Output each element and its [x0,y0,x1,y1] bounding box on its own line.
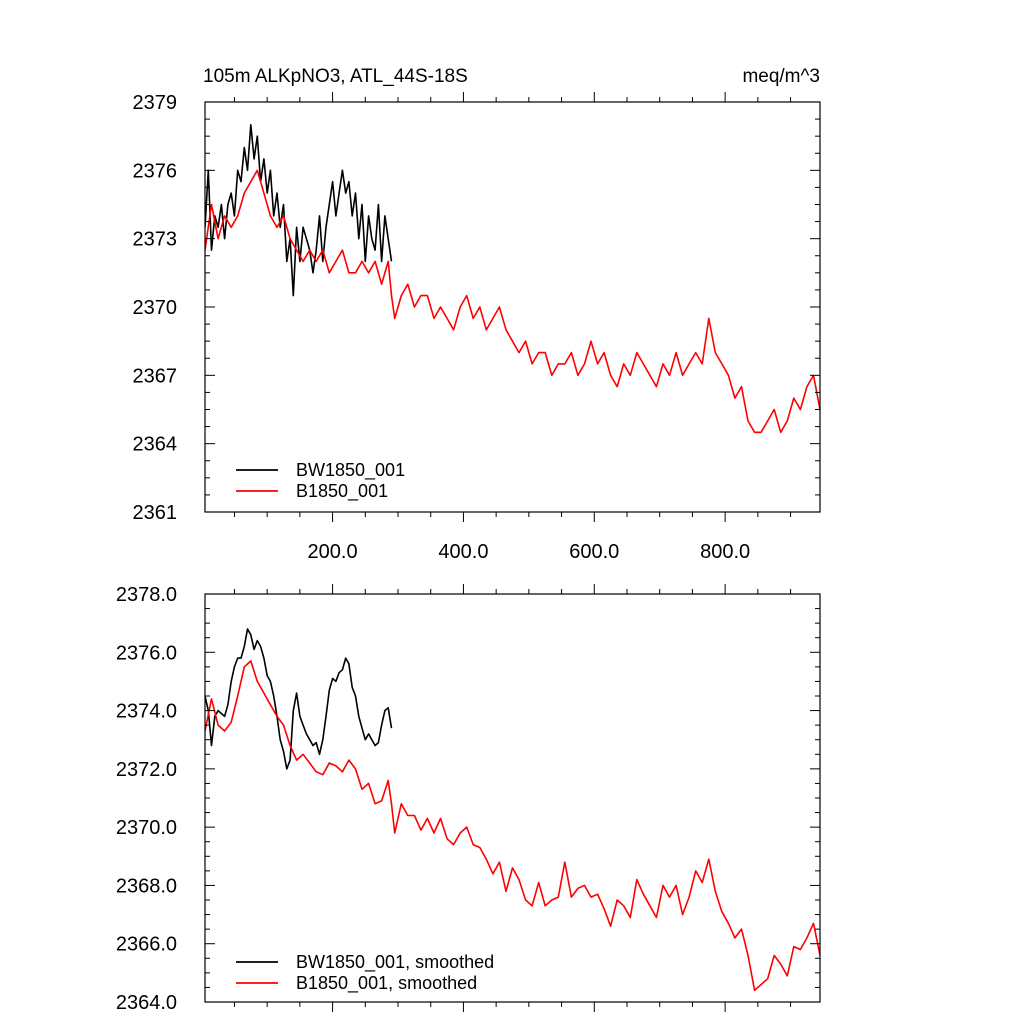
y-tick-label: 2370.0 [116,817,177,839]
series-line-top-1 [205,124,393,297]
y-tick-label: 2366.0 [116,934,177,956]
legend-label: B1850_001, smoothed [296,973,477,994]
top-plot-marks [205,124,820,434]
x-tick-label: 200.0 [308,541,358,563]
bottom-panel: 2364.0 2366.0 2368.0 2370.0 2372.0 2374.0 2376… [116,584,821,1014]
y-tick-label: 2378.0 [116,584,177,606]
y-tick-label: 2372.0 [116,759,177,781]
bottom-axis-ticks: 2364.0 2366.0 2368.0 2370.0 2372.0 2374.0 2376… [116,584,820,1014]
y-tick-label: 2376.0 [116,642,177,664]
legend-label: BW1850_001, smoothed [296,952,494,973]
x-tick-label: 600.0 [569,541,619,563]
y-tick-label: 2361 [133,502,178,524]
x-tick-label: 800.0 [700,541,750,563]
bottom-plot-frame [204,593,821,1003]
series-line-bottom-1 [205,628,393,770]
series-line-bottom-2 [205,660,820,992]
series-line-top-2 [205,169,820,434]
y-tick-label: 2364 [133,434,178,456]
y-tick-label: 2374.0 [116,701,177,723]
bottom-plot-marks [205,628,820,992]
top-chart-title: 105m ALKpNO3, ATL_44S-18S [203,66,468,87]
y-tick-label: 2373 [133,229,178,251]
top-axis-ticks: 2361 2364 2367 2370 2373 2376 2379 200.0 400.0 60… [133,92,820,563]
top-plot-frame [204,101,821,513]
legend-label: BW1850_001 [296,460,405,481]
y-tick-label: 2367 [133,365,178,387]
x-tick-label: 400.0 [438,541,488,563]
top-panel: 105m ALKpNO3, ATL_44S-18S meq/m^3 236123… [133,66,821,563]
y-tick-label: 2379 [133,92,178,114]
y-tick-label: 2364.0 [116,992,177,1014]
y-tick-label: 2370 [133,297,178,319]
y-tick-label: 2376 [133,160,178,182]
y-tick-label: 2368.0 [116,875,177,897]
top-chart-units: meq/m^3 [742,66,820,87]
legend-label: B1850_001 [296,481,388,502]
